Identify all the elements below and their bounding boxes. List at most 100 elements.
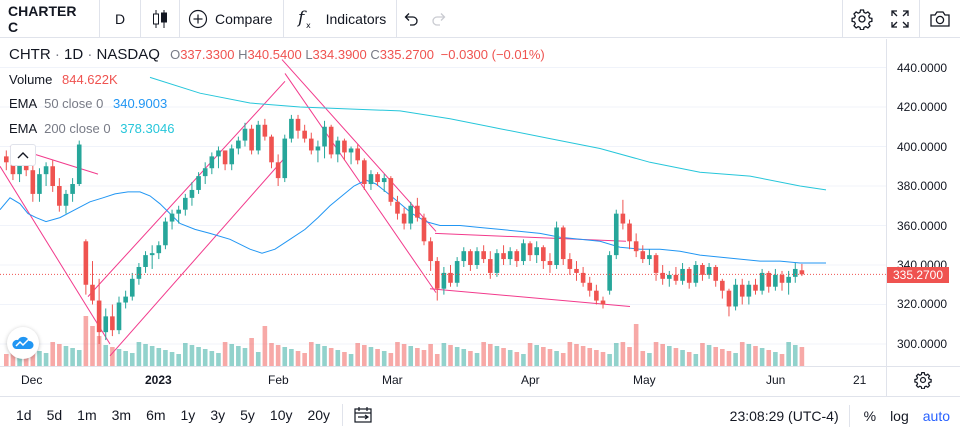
candle-body <box>169 213 175 222</box>
interval-button[interactable]: D <box>114 10 126 27</box>
legend-symbol: CHTR <box>9 46 51 63</box>
toolbar-divider <box>396 0 398 38</box>
percent-scale-button[interactable]: % <box>863 407 877 424</box>
fullscreen-button[interactable] <box>881 0 919 38</box>
legend-collapse-button[interactable] <box>10 144 36 166</box>
price-chart[interactable] <box>0 39 960 396</box>
candle-body <box>700 265 705 275</box>
volume-bar <box>587 348 593 366</box>
change-value: −0.0300 (−0.01%) <box>440 47 545 62</box>
ema50-path <box>0 179 826 264</box>
toolbar-divider <box>140 0 141 38</box>
candle-body <box>620 213 626 224</box>
candle-body <box>163 221 168 246</box>
candle-body <box>792 268 798 277</box>
candle <box>720 278 725 299</box>
candle-body <box>308 138 314 151</box>
candle-body <box>335 140 341 155</box>
candle <box>90 261 95 305</box>
redo-button[interactable] <box>425 0 453 38</box>
price-tick: 320.0000 <box>897 297 948 311</box>
ema200-path <box>149 76 827 191</box>
candle <box>123 290 128 309</box>
price-tick: 400.0000 <box>897 140 948 154</box>
range-3m-button[interactable]: 3m <box>111 407 132 423</box>
fullscreen-icon <box>891 10 909 28</box>
candle <box>428 237 433 271</box>
ema50-params: 50 close 0 <box>44 96 104 111</box>
volume-bar <box>501 348 506 366</box>
function-icon: f x <box>296 8 311 30</box>
volume-bar <box>494 346 500 366</box>
candle-body <box>408 205 414 224</box>
candle <box>501 245 506 265</box>
candle <box>368 170 374 190</box>
range-10y-button[interactable]: 10y <box>269 407 293 423</box>
settings-button[interactable] <box>843 0 881 38</box>
candle <box>37 168 42 202</box>
volume-bar <box>408 346 414 366</box>
log-scale-button[interactable]: log <box>890 407 909 424</box>
ema200-line <box>149 76 827 191</box>
date-range-button[interactable] <box>353 406 373 424</box>
chart-type-button[interactable] <box>141 0 179 38</box>
range-1m-button[interactable]: 1m <box>77 407 97 423</box>
candle-body <box>37 174 42 194</box>
candle-body <box>554 227 559 265</box>
indicators-button[interactable]: f x Indicators <box>284 0 397 38</box>
candle-body <box>501 253 506 260</box>
candle-body <box>395 201 400 214</box>
volume-bar <box>355 343 360 366</box>
compare-button[interactable]: Compare <box>180 0 283 38</box>
volume-bar <box>110 347 115 366</box>
candle-body <box>574 268 579 273</box>
volume-bar <box>362 345 367 366</box>
candle-body <box>713 266 719 281</box>
candle-body <box>673 274 679 281</box>
toolbar-divider <box>842 0 843 38</box>
volume-legend[interactable]: Volume 844.622K <box>9 72 118 87</box>
range-6m-button[interactable]: 6m <box>146 407 166 423</box>
candle <box>143 251 148 273</box>
candle-body <box>76 144 82 185</box>
candle-body <box>189 189 195 198</box>
range-1d-button[interactable]: 1d <box>16 407 32 423</box>
candle-body <box>421 217 427 242</box>
ema50-legend[interactable]: EMA 50 close 0 340.9003 <box>9 96 167 111</box>
undo-button[interactable] <box>397 0 425 38</box>
candle-body <box>355 148 360 161</box>
candle <box>70 178 75 202</box>
price-tick: 380.0000 <box>897 179 948 193</box>
volume-bar <box>415 348 420 366</box>
range-5y-button[interactable]: 5y <box>240 407 255 423</box>
screenshot-button[interactable] <box>920 0 960 38</box>
auto-scale-button[interactable]: auto <box>922 407 950 424</box>
candle <box>753 278 758 295</box>
clock-display[interactable]: 23:08:29 (UTC-4) <box>729 407 839 424</box>
volume-bar <box>136 342 142 366</box>
time-tick: Mar <box>382 373 403 387</box>
axis-settings-button[interactable] <box>914 371 934 390</box>
candle <box>441 266 447 295</box>
volume-bar <box>746 344 752 366</box>
candle-body <box>514 251 520 262</box>
candle-body <box>686 268 692 283</box>
open-label: O <box>170 47 181 62</box>
tradingview-logo[interactable] <box>7 327 39 359</box>
candle-body <box>415 205 420 218</box>
candle-body <box>348 148 354 153</box>
candle <box>706 263 712 279</box>
symbol-search-button[interactable]: CHARTER C <box>8 2 77 35</box>
ema200-legend[interactable]: EMA 200 close 0 378.3046 <box>9 121 174 136</box>
range-20y-button[interactable]: 20y <box>307 407 331 423</box>
range-3y-button[interactable]: 3y <box>210 407 226 423</box>
volume-bar <box>507 350 513 366</box>
candle <box>567 253 573 275</box>
range-1y-button[interactable]: 1y <box>180 407 196 423</box>
range-5d-button[interactable]: 5d <box>46 407 63 423</box>
candle-body <box>474 251 480 265</box>
price-tick: 300.0000 <box>897 337 948 351</box>
candle-body <box>461 251 467 262</box>
candle <box>189 182 195 206</box>
candle <box>541 245 546 269</box>
